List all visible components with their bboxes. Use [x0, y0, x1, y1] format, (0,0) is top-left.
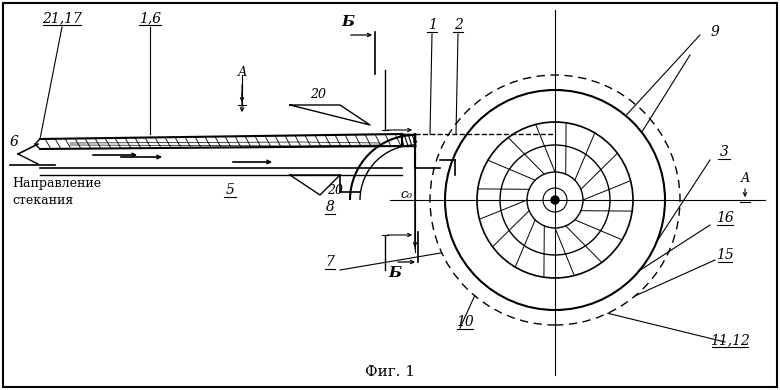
- Text: А: А: [237, 66, 246, 78]
- Text: 15: 15: [716, 248, 734, 262]
- Text: 1: 1: [427, 18, 437, 32]
- Text: 2: 2: [453, 18, 463, 32]
- Text: Б: Б: [388, 266, 402, 280]
- Text: 8: 8: [325, 200, 335, 214]
- Text: 1,6: 1,6: [139, 11, 161, 25]
- Text: Фиг. 1: Фиг. 1: [365, 365, 415, 379]
- Text: Направление
стекания: Направление стекания: [12, 177, 101, 207]
- Text: 9: 9: [711, 25, 719, 39]
- Text: 10: 10: [456, 315, 474, 329]
- Text: 21,17: 21,17: [42, 11, 82, 25]
- Text: 5: 5: [225, 183, 235, 197]
- Circle shape: [551, 196, 559, 204]
- Text: 3: 3: [720, 145, 729, 159]
- Text: Б: Б: [342, 15, 354, 29]
- Text: А: А: [740, 172, 750, 184]
- Text: c₀: c₀: [400, 188, 412, 202]
- Text: 20: 20: [310, 89, 326, 101]
- Text: 16: 16: [716, 211, 734, 225]
- Text: 11,12: 11,12: [710, 333, 750, 347]
- Text: 20: 20: [327, 184, 343, 197]
- Text: 7: 7: [325, 255, 335, 269]
- Text: 6: 6: [9, 135, 19, 149]
